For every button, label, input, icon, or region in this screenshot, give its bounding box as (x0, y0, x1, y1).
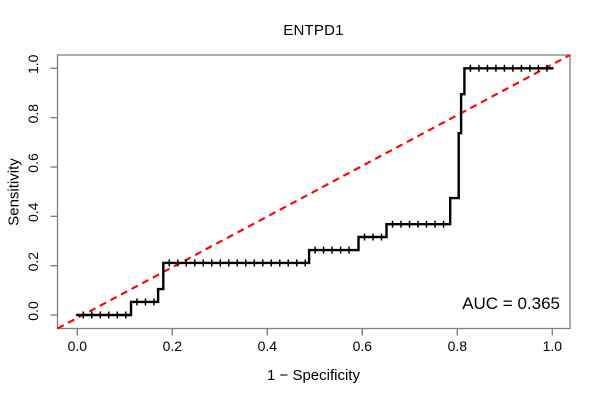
chance-diagonal-line (57, 54, 571, 330)
x-tick-label: 0.0 (68, 338, 88, 354)
y-tick-label: 1.0 (25, 54, 41, 74)
y-tick-label: 0.8 (25, 104, 41, 124)
x-axis-label: 1 − Specificity (267, 367, 360, 384)
y-tick-label: 0.6 (25, 153, 41, 173)
x-tick-label: 0.2 (163, 338, 183, 354)
auc-annotation: AUC = 0.365 (462, 294, 560, 313)
x-tick-label: 1.0 (543, 338, 563, 354)
y-axis-label: Sensitivity (5, 158, 23, 226)
x-tick-label: 0.6 (353, 338, 373, 354)
plot-box (56, 54, 571, 330)
y-tick-label: 0.2 (25, 252, 41, 272)
y-tick-label: 0.4 (25, 202, 41, 222)
x-tick-label: 0.8 (448, 338, 468, 354)
x-tick-label: 0.4 (258, 338, 278, 354)
plot-title: ENTPD1 (283, 22, 344, 39)
y-tick-label: 0.0 (25, 301, 41, 321)
